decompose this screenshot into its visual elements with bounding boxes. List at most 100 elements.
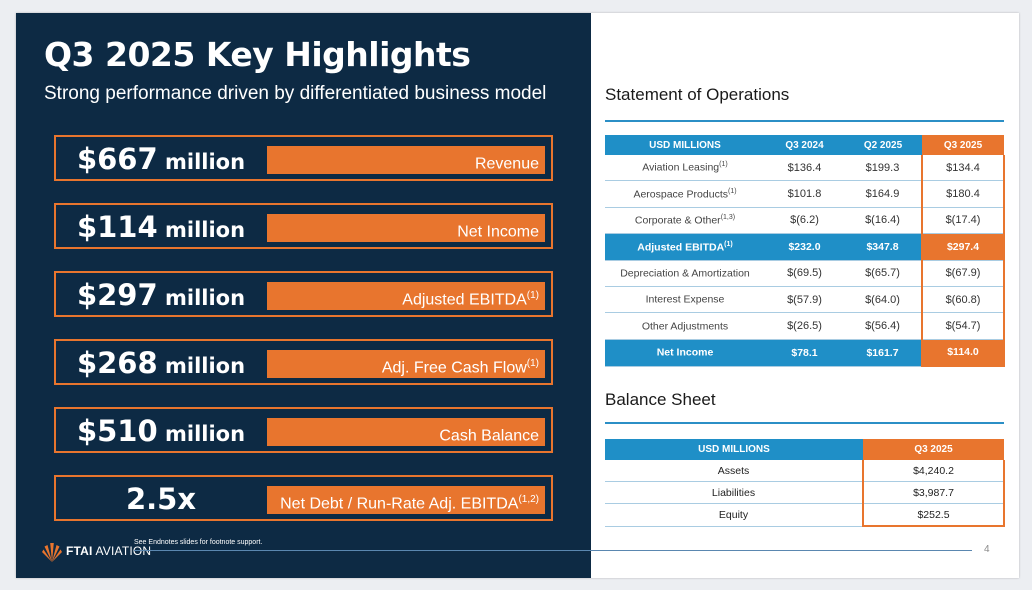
operations-table: USD MILLIONS Q3 2024 Q2 2025 Q3 2025 Avi…: [605, 135, 1005, 368]
row-label: Depreciation & Amortization: [605, 260, 765, 287]
cell-value: $297.4: [921, 233, 1005, 261]
row-label: Liabilities: [605, 481, 863, 504]
highlights-panel: Q3 2025 Key Highlights Strong performanc…: [16, 13, 591, 578]
cell-value: $180.4: [921, 180, 1005, 208]
cell-value: $164.9: [844, 180, 922, 208]
cell-value: $(54.7): [921, 312, 1005, 340]
kpi-footnote-marker: (1,2): [518, 494, 539, 505]
cell-value: $101.8: [765, 180, 844, 208]
cell-value: $(60.8): [921, 286, 1005, 314]
balance-sheet-title: Balance Sheet: [605, 390, 716, 409]
cell-value: $4,240.2: [862, 460, 1005, 482]
cell-value: $136.4: [765, 155, 844, 182]
kpi-label: Net Debt / Run-Rate Adj. EBITDA(1,2): [267, 486, 545, 514]
kpi-unit: million: [157, 150, 246, 174]
kpi-footnote-marker: (1): [526, 290, 539, 301]
table-row: Corporate & Other(1,3) $(6.2) $(16.4) $(…: [605, 207, 1005, 235]
row-label: Net Income: [605, 339, 765, 367]
table-row: Interest Expense $(57.9) $(64.0) $(60.8): [605, 286, 1005, 314]
cell-value: $(56.4): [844, 312, 922, 340]
operations-title: Statement of Operations: [605, 85, 790, 104]
kpi-net-income: $114 million Net Income: [54, 203, 553, 249]
kpi-value: $268 million: [56, 341, 266, 383]
kpi-unit: million: [157, 354, 246, 378]
cell-value: $(16.4): [844, 207, 922, 235]
kpi-number: $297: [76, 278, 158, 312]
table-row-highlight: Net Income $78.1 $161.7 $114.0: [605, 339, 1005, 368]
column-header-current-quarter: Q3 2025: [863, 439, 1004, 460]
cell-value: $232.0: [765, 233, 844, 261]
table-row: Liabilities $3,987.7: [605, 481, 1005, 504]
column-header: Q2 2025: [844, 135, 922, 155]
kpi-label: Net Income: [267, 214, 545, 242]
table-header-row: USD MILLIONS Q3 2025: [605, 439, 1004, 460]
kpi-label: Adj. Free Cash Flow(1): [267, 350, 545, 378]
slide-title: Q3 2025 Key Highlights: [44, 35, 471, 74]
cell-value: $3,987.7: [862, 481, 1005, 504]
balance-sheet-title-rule: [605, 422, 1004, 424]
kpi-label-text: Net Income: [457, 223, 539, 241]
row-label: Assets: [605, 460, 863, 482]
column-header: USD MILLIONS: [605, 439, 863, 460]
kpi-value: $510 million: [56, 409, 266, 451]
footnote-text: See Endnotes slides for footnote support…: [134, 539, 263, 546]
cell-value: $(26.5): [765, 312, 844, 340]
kpi-value: 2.5x: [56, 477, 266, 519]
kpi-label: Adjusted EBITDA(1): [267, 282, 545, 310]
cell-value: $(57.9): [765, 286, 844, 314]
kpi-value: $114 million: [56, 205, 266, 247]
kpi-number: $114: [76, 210, 158, 244]
table-row: Aerospace Products(1) $101.8 $164.9 $180…: [605, 180, 1005, 208]
cell-value: $(17.4): [921, 207, 1005, 235]
cell-value: $134.4: [921, 155, 1005, 182]
kpi-label: Revenue: [267, 146, 545, 174]
table-row: Assets $4,240.2: [605, 460, 1005, 482]
kpi-label-text: Cash Balance: [439, 427, 539, 445]
kpi-label: Cash Balance: [267, 418, 545, 446]
kpi-number: 2.5x: [125, 482, 197, 516]
row-label: Other Adjustments: [605, 312, 765, 340]
kpi-value: $297 million: [56, 273, 266, 315]
kpi-unit: million: [157, 422, 246, 446]
table-row-highlight: Adjusted EBITDA(1) $232.0 $347.8 $297.4: [605, 233, 1005, 261]
kpi-number: $510: [76, 414, 158, 448]
kpi-label-text: Adjusted EBITDA: [402, 291, 527, 309]
cell-value: $(64.0): [844, 286, 922, 314]
row-label: Equity: [605, 503, 863, 527]
cell-value: $(6.2): [765, 207, 844, 235]
table-row: Aviation Leasing(1) $136.4 $199.3 $134.4: [605, 155, 1005, 182]
kpi-net-debt-ratio: 2.5x Net Debt / Run-Rate Adj. EBITDA(1,2…: [54, 475, 553, 521]
row-label: Interest Expense: [605, 286, 765, 314]
column-header-current-quarter: Q3 2025: [922, 135, 1004, 155]
kpi-free-cash-flow: $268 million Adj. Free Cash Flow(1): [54, 339, 553, 385]
ftai-aviation-logo: FTAI AVIATION: [42, 537, 151, 565]
kpi-number: $667: [76, 142, 158, 176]
cell-value: $347.8: [844, 233, 922, 261]
cell-value: $114.0: [921, 339, 1005, 368]
cell-value: $(65.7): [844, 260, 922, 287]
cell-value: $161.7: [844, 339, 922, 367]
footer-divider: [134, 550, 972, 551]
cell-value: $199.3: [844, 155, 922, 182]
kpi-unit: million: [157, 286, 246, 310]
kpi-label-text: Revenue: [474, 155, 539, 173]
table-row: Other Adjustments $(26.5) $(56.4) $(54.7…: [605, 312, 1005, 340]
table-row: Depreciation & Amortization $(69.5) $(65…: [605, 260, 1005, 287]
cell-value: $252.5: [862, 503, 1005, 527]
kpi-label-text: Adj. Free Cash Flow: [381, 359, 527, 377]
cell-value: $(67.9): [921, 260, 1005, 287]
row-label: Corporate & Other(1,3): [605, 207, 765, 235]
kpi-label-text: Net Debt / Run-Rate Adj. EBITDA: [280, 495, 519, 513]
slide: Q3 2025 Key Highlights Strong performanc…: [16, 13, 1019, 578]
page-number: 4: [984, 544, 990, 555]
row-label: Aerospace Products(1): [605, 180, 765, 208]
kpi-number: $268: [76, 346, 158, 380]
logo-wordmark: FTAI AVIATION: [66, 544, 152, 558]
column-header: Q3 2024: [765, 135, 844, 155]
table-header-row: USD MILLIONS Q3 2024 Q2 2025 Q3 2025: [605, 135, 1004, 155]
sunburst-logo-icon: [42, 543, 62, 562]
cell-value: $(69.5): [765, 260, 844, 287]
kpi-unit: million: [157, 218, 246, 242]
table-row: Equity $252.5: [605, 503, 1005, 527]
column-header: USD MILLIONS: [605, 135, 765, 155]
